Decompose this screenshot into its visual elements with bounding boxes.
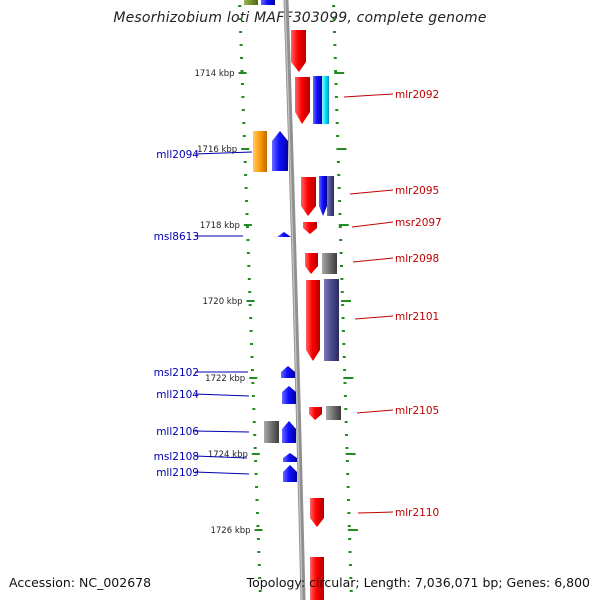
gene-label-msl8613[interactable]: msl8613	[154, 231, 199, 243]
leader-msl2108	[194, 455, 248, 459]
gene-orange-2094[interactable]	[253, 131, 267, 172]
tick-marks	[238, 5, 353, 592]
gene-msr2097[interactable]	[303, 222, 317, 234]
kbp-label: 1716 kbp	[197, 145, 237, 155]
gene-grey-2099[interactable]	[322, 253, 337, 274]
gene-label-mlr2092[interactable]: mlr2092	[395, 89, 439, 101]
gene-slate-2096[interactable]	[327, 176, 334, 216]
gene-label-mlr2105[interactable]: mlr2105	[395, 405, 439, 417]
gene-mlr2101[interactable]	[306, 280, 320, 361]
gene-label-mlr2110[interactable]: mlr2110	[395, 507, 439, 519]
leader-mlr2095	[349, 189, 394, 195]
gene-cyan-2093[interactable]	[322, 76, 329, 124]
gene-grey-2105b[interactable]	[326, 406, 341, 420]
gene-label-mlr2095[interactable]: mlr2095	[395, 185, 439, 197]
gene-labels-right: mlr2092 mlr2095 msr2097 mlr2098 mlr2101 mlr21…	[395, 89, 442, 519]
gene-msl2102[interactable]	[281, 366, 295, 378]
gene-mll2094[interactable]	[272, 131, 288, 171]
gene-mlr2098[interactable]	[305, 253, 318, 274]
genome-backbone-highlight	[284, 0, 303, 600]
leader-msr2097	[351, 221, 394, 228]
gene-msl8613[interactable]	[277, 232, 291, 237]
gene-red-top[interactable]	[291, 30, 306, 72]
kbp-scale: 1714 kbp 1716 kbp 1718 kbp 1720 kbp 1722 kbp…	[194, 69, 358, 536]
gene-label-mlr2098[interactable]: mlr2098	[395, 253, 439, 265]
gene-mlr2110[interactable]	[310, 498, 324, 527]
gene-blue-2096[interactable]	[319, 176, 327, 216]
gene-blue-2093[interactable]	[313, 76, 322, 124]
leader-mlr2092	[343, 93, 394, 98]
leader-mll2106	[194, 430, 250, 433]
kbp-label: 1714 kbp	[194, 69, 234, 79]
kbp-label: 1720 kbp	[202, 297, 242, 307]
gene-mll2104[interactable]	[282, 386, 296, 404]
gene-msl2108[interactable]	[283, 453, 297, 462]
gene-mlr2092[interactable]	[295, 77, 310, 124]
genome-backbone	[283, 0, 306, 600]
genome-stats-text: Topology: circular; Length: 7,036,071 bp…	[246, 575, 590, 590]
gene-label-mll2094[interactable]: mll2094	[156, 149, 199, 161]
gene-mlr2095[interactable]	[301, 177, 316, 216]
kbp-label: 1726 kbp	[210, 526, 250, 536]
accession-text: Accession: NC_002678	[9, 575, 152, 590]
gene-slate-2100[interactable]	[324, 279, 339, 361]
gene-label-msl2102[interactable]: msl2102	[154, 367, 199, 379]
leader-mlr2098	[352, 257, 394, 263]
gene-grey-2106[interactable]	[264, 421, 279, 443]
gene-label-msr2097[interactable]: msr2097	[395, 217, 442, 229]
gene-mlr2105[interactable]	[309, 407, 322, 420]
gene-labels-left: mll2094 msl8613 msl2102 mll2104 mll2106 msl21…	[154, 149, 200, 479]
gene-red-bottom[interactable]	[310, 557, 324, 600]
gene-label-mlr2101[interactable]: mlr2101	[395, 311, 439, 323]
gene-olive-top[interactable]	[244, 0, 258, 5]
gene-blue-top[interactable]	[261, 0, 275, 5]
leader-mlr2105	[356, 409, 394, 414]
gene-label-mll2104[interactable]: mll2104	[156, 389, 199, 401]
gene-label-msl2108[interactable]: msl2108	[154, 451, 199, 463]
gene-mll2109[interactable]	[283, 465, 297, 482]
leader-mlr2101	[354, 315, 394, 320]
kbp-label: 1724 kbp	[208, 450, 248, 460]
kbp-label: 1722 kbp	[205, 374, 245, 384]
kbp-label: 1718 kbp	[200, 221, 240, 231]
map-title: Mesorhizobium loti MAFF303099, complete …	[113, 10, 487, 26]
gene-label-mll2106[interactable]: mll2106	[156, 426, 199, 438]
leader-mlr2110	[357, 511, 394, 514]
label-leaders	[194, 93, 394, 514]
gene-mll2106[interactable]	[282, 421, 296, 443]
leader-mll2104	[194, 393, 250, 397]
leader-mll2094	[194, 151, 253, 155]
gene-features	[244, 0, 341, 600]
leader-mll2109	[194, 471, 250, 475]
gene-label-mll2109[interactable]: mll2109	[156, 467, 199, 479]
